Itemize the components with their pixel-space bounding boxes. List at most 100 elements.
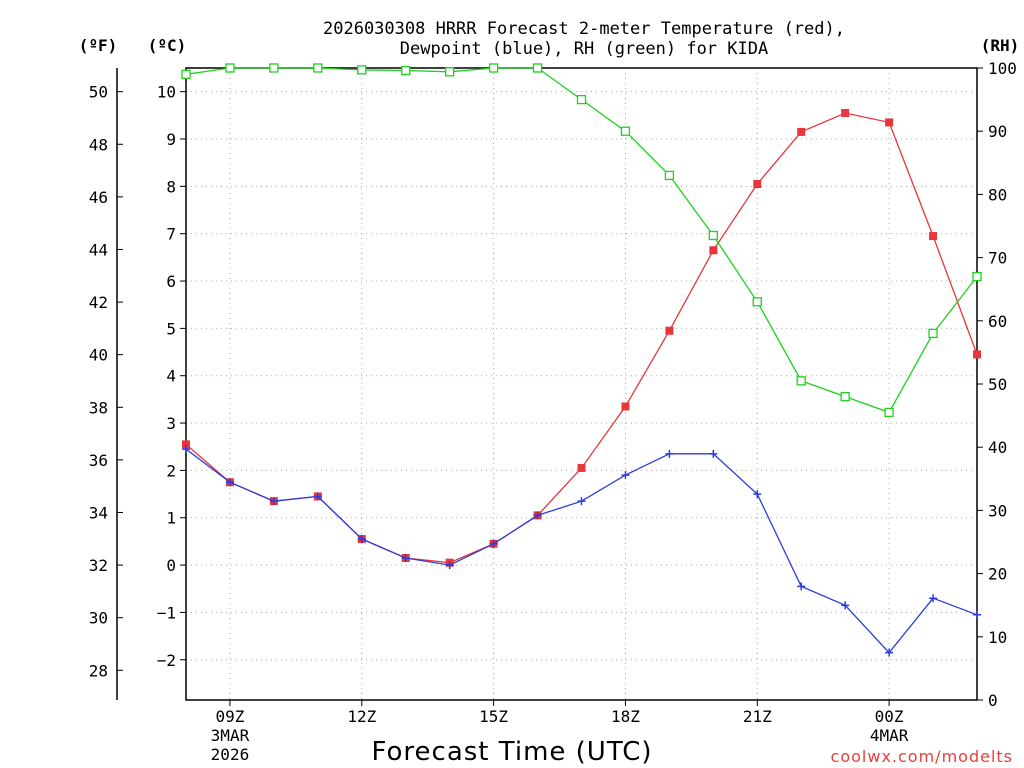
x-tick-label: 15Z: [479, 707, 508, 726]
rh-point: [225, 63, 235, 73]
celsius-tick-label: 0: [166, 556, 176, 575]
rh-point: [664, 170, 675, 181]
celsius-tick-label: 2: [166, 461, 176, 480]
dewpoint-point: [577, 497, 586, 506]
fahrenheit-tick-label: 32: [89, 556, 108, 575]
temperature-point: [665, 326, 674, 335]
dewpoint-point: [489, 539, 498, 548]
celsius-tick-label: 5: [166, 319, 176, 338]
temperature-point: [182, 440, 190, 449]
dewpoint-line: [185, 448, 978, 654]
dewpoint-point: [225, 478, 234, 487]
credit-text: coolwx.com/modelts: [831, 747, 1013, 766]
x-tick-label: 21Z: [743, 707, 772, 726]
fahrenheit-tick-label: 40: [89, 346, 108, 365]
celsius-tick-label: 3: [166, 414, 176, 433]
rh-point: [445, 67, 455, 77]
fahrenheit-tick-label: 50: [89, 83, 108, 102]
celsius-unit-label: (ºC): [148, 36, 187, 55]
x-tick-label: 18Z: [611, 707, 640, 726]
rh-point: [752, 297, 762, 307]
dewpoint-point: [401, 553, 410, 562]
fahrenheit-tick-label: 44: [89, 240, 108, 259]
rh-point: [708, 230, 718, 241]
dewpoint-point: [885, 648, 894, 657]
dewpoint-point: [621, 471, 630, 480]
dewpoint-point: [665, 449, 674, 458]
rh-tick-label: 70: [988, 249, 1007, 268]
temperature-point: [841, 108, 850, 117]
rh-line: [185, 67, 978, 414]
rh-tick-label: 80: [988, 185, 1007, 204]
temperature-point: [577, 464, 586, 473]
rh-point: [488, 63, 499, 73]
dewpoint-point: [753, 490, 762, 499]
temperature-point: [621, 402, 630, 411]
x-tick-date: 4MAR: [870, 726, 909, 745]
fahrenheit-tick-label: 46: [89, 188, 108, 207]
celsius-tick-label: −1: [157, 603, 176, 622]
rh-tick-label: 0: [988, 691, 998, 710]
celsius-tick-label: 9: [166, 130, 176, 149]
rh-point: [884, 407, 894, 418]
temperature-point: [797, 127, 806, 136]
celsius-tick-label: 10: [157, 83, 176, 102]
dewpoint-point: [269, 497, 278, 506]
celsius-tick-label: 6: [166, 272, 176, 291]
temperature-point: [753, 179, 762, 188]
dewpoint-point: [841, 601, 850, 610]
rh-tick-label: 60: [988, 312, 1007, 331]
rh-point: [532, 63, 543, 73]
celsius-tick-label: 4: [166, 367, 176, 386]
rh-tick-label: 20: [988, 565, 1007, 584]
dewpoint-point: [313, 492, 322, 501]
rh-point: [620, 126, 631, 136]
rh-tick-label: 100: [988, 59, 1017, 78]
rh-tick-label: 90: [988, 122, 1007, 141]
temperature-line: [185, 112, 978, 564]
rh-tick-label: 30: [988, 501, 1007, 520]
rh-tick-label: 10: [988, 628, 1007, 647]
x-tick-label: 09Z: [215, 707, 244, 726]
dewpoint-point: [445, 561, 454, 570]
x-tick-label: 00Z: [875, 707, 904, 726]
rh-point: [269, 63, 279, 73]
x-tick-label: 12Z: [347, 707, 376, 726]
chart-title-line1: 2026030308 HRRR Forecast 2-meter Tempera…: [323, 19, 845, 39]
dewpoint-point: [357, 535, 366, 544]
rh-point: [576, 94, 587, 105]
fahrenheit-tick-label: 48: [89, 135, 108, 154]
celsius-tick-label: 1: [166, 509, 176, 528]
temperature-point: [709, 246, 718, 255]
rh-point: [972, 271, 982, 282]
fahrenheit-tick-label: 38: [89, 398, 108, 417]
fahrenheit-tick-label: 30: [89, 609, 108, 628]
temperature-point: [973, 350, 981, 359]
x-axis-label: Forecast Time (UTC): [371, 737, 652, 767]
dewpoint-point: [182, 445, 190, 454]
dewpoint-point: [797, 582, 806, 591]
temperature-point: [929, 232, 938, 241]
rh-unit-label: (RH): [981, 36, 1020, 55]
rh-point: [840, 391, 850, 402]
rh-point: [181, 69, 191, 79]
x-tick-year: 2026: [211, 745, 250, 764]
chart-title-line2: Dewpoint (blue), RH (green) for KIDA: [400, 39, 768, 59]
celsius-tick-label: 8: [166, 177, 176, 196]
celsius-tick-label: 7: [166, 225, 176, 244]
temperature-point: [885, 118, 894, 127]
fahrenheit-tick-label: 28: [89, 661, 108, 680]
fahrenheit-tick-label: 36: [89, 451, 108, 470]
dewpoint-point: [709, 449, 718, 458]
dewpoint-point: [533, 511, 542, 520]
fahrenheit-unit-label: (ºF): [79, 36, 118, 55]
rh-tick-label: 50: [988, 375, 1007, 394]
rh-point: [313, 63, 323, 73]
celsius-tick-label: −2: [157, 651, 176, 670]
data-series: [181, 63, 982, 657]
rh-tick-label: 40: [988, 438, 1007, 457]
dewpoint-point: [929, 594, 938, 603]
grid-lines: [186, 68, 977, 700]
